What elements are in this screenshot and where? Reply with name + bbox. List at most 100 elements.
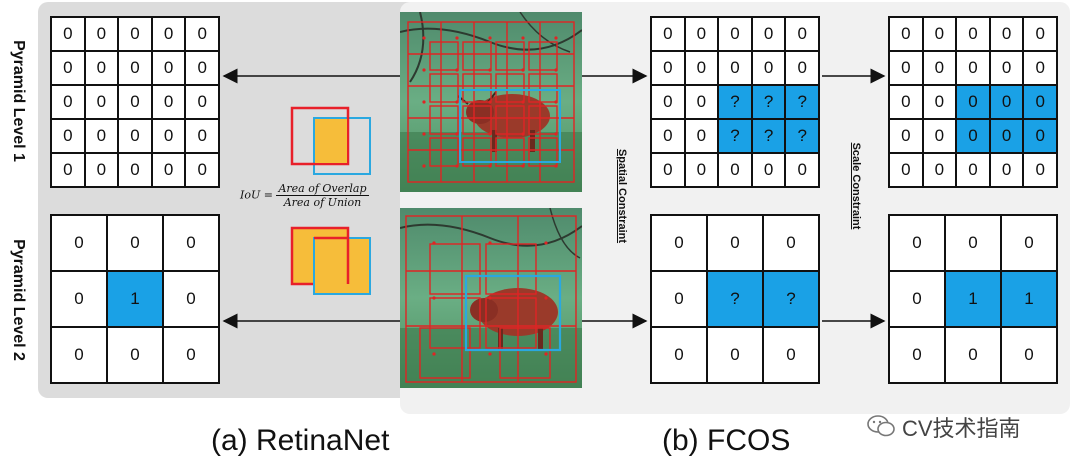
grid-cell: 0 <box>52 120 84 152</box>
grid-cell: 0 <box>890 216 944 270</box>
grid-cell: 0 <box>652 216 706 270</box>
cow-photo-level2-svg <box>400 208 582 388</box>
scale-constraint-label: Scale Constraint <box>850 142 862 230</box>
grid-cell: 0 <box>685 120 718 152</box>
grid-cell: 0 <box>719 154 751 186</box>
grid-cell: 0 <box>152 86 185 118</box>
grid-cell: 0 <box>890 52 922 84</box>
grid-cell: 0 <box>1002 328 1056 382</box>
grid-cell: ? <box>708 272 762 326</box>
caption-fcos: (b) FCOS <box>662 424 791 457</box>
grid-cell: 0 <box>164 216 218 270</box>
iou-numerator: Area of Overlap <box>276 182 369 196</box>
grid-cell: 0 <box>708 216 762 270</box>
grid-cell: 0 <box>152 154 185 186</box>
overlap-icon-top <box>290 106 371 175</box>
grid-cell: 0 <box>85 154 118 186</box>
grid-cell: 0 <box>52 154 84 186</box>
grid-cell: 0 <box>186 154 218 186</box>
grid-cell: 0 <box>119 120 151 152</box>
iou-lhs: IoU = <box>240 188 273 202</box>
grid-cell: 0 <box>1024 18 1056 50</box>
grid-cell: 1 <box>946 272 1000 326</box>
grid-cell: 0 <box>119 154 151 186</box>
overlap-icon-bottom <box>290 226 371 295</box>
grid-cell: 0 <box>990 52 1023 84</box>
grid-cell: 0 <box>652 272 706 326</box>
grid-cell: 0 <box>652 328 706 382</box>
grid-cell: 0 <box>957 86 989 118</box>
cow-photo-level1-svg <box>400 12 582 192</box>
grid-cell: 0 <box>752 18 785 50</box>
grid-cell: 0 <box>152 52 185 84</box>
grid-cell: 0 <box>1024 86 1056 118</box>
grid-cell: 0 <box>890 154 922 186</box>
grid-cell: 0 <box>119 18 151 50</box>
grid-cell: 0 <box>85 18 118 50</box>
grid-cell: 0 <box>164 272 218 326</box>
grid-cell: 0 <box>85 52 118 84</box>
grid-cell: 0 <box>923 18 956 50</box>
caption-retinanet: (a) RetinaNet <box>211 424 390 457</box>
spatial-constraint-label: Spatial Constraint <box>616 148 628 244</box>
grid-cell: 0 <box>764 328 818 382</box>
watermark-text: CV技术指南 <box>902 416 1021 441</box>
grid-cell: 0 <box>890 120 922 152</box>
grid-cell: 0 <box>108 216 162 270</box>
grid-cell: 0 <box>685 18 718 50</box>
grid-cell: 0 <box>652 154 684 186</box>
grid-cell: 0 <box>52 272 106 326</box>
grid-cell: 0 <box>719 52 751 84</box>
grid-cell: ? <box>786 86 818 118</box>
cow-photo-level2 <box>400 208 582 388</box>
fcos-level1-spatial-grid: 0 0 0 0 0 0 0 0 0 0 0 0??? 0 0??? 0 0 0 0 0 <box>650 16 820 188</box>
grid-cell: 0 <box>152 18 185 50</box>
grid-cell: 0 <box>164 328 218 382</box>
grid-cell: 0 <box>764 216 818 270</box>
grid-cell: 0 <box>652 86 684 118</box>
cow-photo-level1 <box>400 12 582 192</box>
grid-cell: 0 <box>957 154 989 186</box>
grid-cell: 0 <box>108 328 162 382</box>
grid-cell: 0 <box>652 52 684 84</box>
grid-cell: 0 <box>1002 216 1056 270</box>
grid-cell: 0 <box>85 120 118 152</box>
grid-cell: 0 <box>890 18 922 50</box>
grid-cell: 0 <box>752 154 785 186</box>
grid-cell: 0 <box>186 86 218 118</box>
grid-cell: 0 <box>186 120 218 152</box>
grid-cell: 0 <box>652 120 684 152</box>
grid-cell: 0 <box>186 18 218 50</box>
grid-cell: 0 <box>786 52 818 84</box>
grid-cell: ? <box>719 86 751 118</box>
grid-cell: 0 <box>946 216 1000 270</box>
grid-cell: ? <box>764 272 818 326</box>
grid-cell: 0 <box>752 52 785 84</box>
grid-cell: 0 <box>890 328 944 382</box>
grid-cell: 0 <box>957 120 989 152</box>
grid-cell: 0 <box>786 18 818 50</box>
grid-cell: 0 <box>923 120 956 152</box>
grid-cell: 0 <box>957 18 989 50</box>
grid-cell: 0 <box>186 52 218 84</box>
grid-cell: 0 <box>990 154 1023 186</box>
iou-fraction: Area of Overlap Area of Union <box>276 182 369 209</box>
grid-cell: 0 <box>85 86 118 118</box>
grid-cell: 0 <box>923 52 956 84</box>
grid-cell: ? <box>719 120 751 152</box>
grid-cell: ? <box>752 86 785 118</box>
fcos-level2-spatial-grid: 0 0 0 0?? 0 0 0 <box>650 214 820 384</box>
grid-cell: 1 <box>1002 272 1056 326</box>
grid-cell: 0 <box>719 18 751 50</box>
grid-cell: 0 <box>786 154 818 186</box>
grid-cell: 0 <box>52 52 84 84</box>
grid-cell: 0 <box>52 216 106 270</box>
grid-cell: 0 <box>685 154 718 186</box>
grid-cell: ? <box>752 120 785 152</box>
grid-cell: 0 <box>708 328 762 382</box>
grid-cell: 0 <box>119 86 151 118</box>
grid-cell: 0 <box>52 18 84 50</box>
